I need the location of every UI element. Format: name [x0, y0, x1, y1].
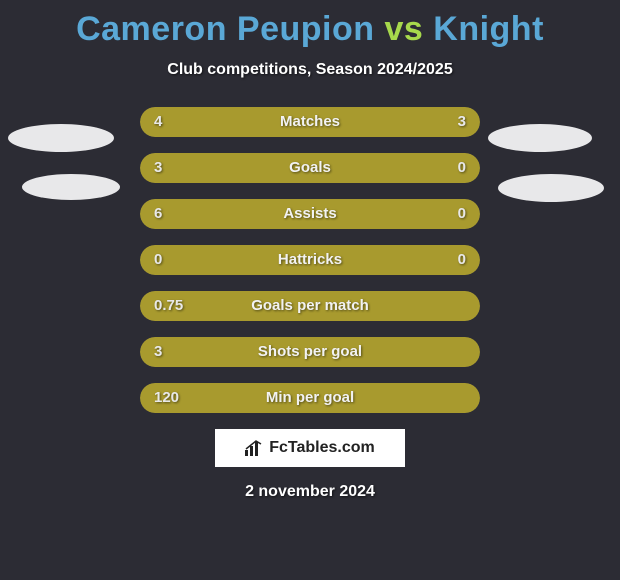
stat-label: Goals per match [140, 291, 480, 321]
stat-label: Matches [140, 107, 480, 137]
stat-row: 120Min per goal [140, 383, 480, 413]
stat-row: 30Goals [140, 153, 480, 183]
stat-row: 60Assists [140, 199, 480, 229]
stat-row: 3Shots per goal [140, 337, 480, 367]
footer-brand-text: FcTables.com [269, 439, 375, 457]
stat-label: Goals [140, 153, 480, 183]
footer-brand-box: FcTables.com [215, 429, 405, 467]
title-vs: vs [384, 10, 423, 48]
stat-label: Assists [140, 199, 480, 229]
decorative-ellipse [498, 174, 604, 202]
stat-row: 43Matches [140, 107, 480, 137]
decorative-ellipse [488, 124, 592, 152]
decorative-ellipse [22, 174, 120, 200]
stat-row: 0.75Goals per match [140, 291, 480, 321]
title-player1: Cameron Peupion [76, 10, 374, 48]
stats-area: 43Matches 30Goals 60Assists 00Hattricks 0.75… [140, 107, 480, 413]
date-text: 2 november 2024 [0, 483, 620, 501]
page-title: Cameron Peupion vs Knight [0, 0, 620, 49]
stat-label: Min per goal [140, 383, 480, 413]
stat-label: Hattricks [140, 245, 480, 275]
title-player2: Knight [433, 10, 544, 48]
subtitle: Club competitions, Season 2024/2025 [0, 61, 620, 79]
stat-row: 00Hattricks [140, 245, 480, 275]
decorative-ellipse [8, 124, 114, 152]
chart-icon [245, 440, 263, 456]
stat-label: Shots per goal [140, 337, 480, 367]
